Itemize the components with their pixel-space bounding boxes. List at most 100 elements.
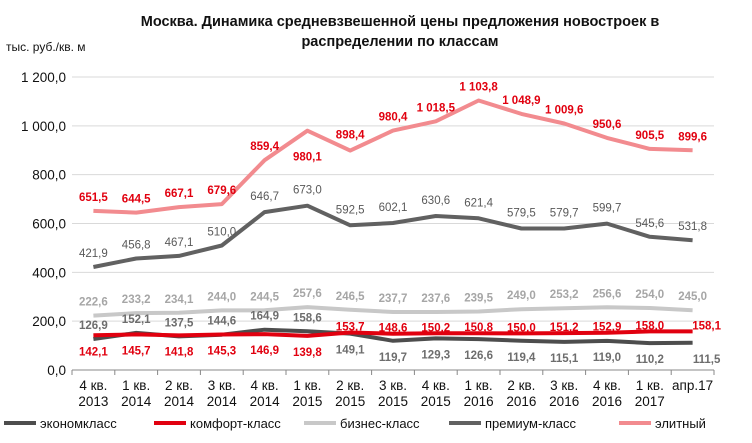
data-label: 144,6 <box>207 316 236 328</box>
x-tick-label: 1 кв. <box>465 378 493 393</box>
data-label: 150,8 <box>464 322 493 334</box>
data-label: 630,6 <box>421 195 450 207</box>
x-tick-label-year: 2016 <box>549 394 579 409</box>
x-tick-label: 4 кв. <box>422 378 450 393</box>
data-label: 667,1 <box>165 188 194 200</box>
y-tick-label: 600,0 <box>32 217 66 232</box>
legend-label: премиум-класс <box>485 416 576 431</box>
data-label: 644,5 <box>122 194 151 206</box>
data-label: 151,2 <box>550 322 579 334</box>
x-tick-label: 1 кв. <box>293 378 321 393</box>
x-tick-label-year: 2014 <box>250 394 281 409</box>
data-label: 244,0 <box>207 291 236 303</box>
data-label: 222,6 <box>79 297 108 309</box>
x-tick-label: 1 кв. <box>122 378 150 393</box>
chart-title: Москва. Динамика средневзвешенной цены п… <box>140 14 660 50</box>
data-label: 164,9 <box>250 311 279 323</box>
data-label: 510,0 <box>207 226 236 238</box>
data-label: 239,5 <box>464 293 493 305</box>
data-label: 129,3 <box>421 349 450 361</box>
data-label: 456,8 <box>122 239 151 251</box>
x-tick-label: апр.17 <box>672 378 713 393</box>
data-label: 579,5 <box>507 208 536 220</box>
data-label: 1 048,9 <box>502 95 540 107</box>
y-tick-label: 800,0 <box>32 168 66 183</box>
x-tick-label-year: 2015 <box>378 394 408 409</box>
data-label: 115,1 <box>550 353 579 365</box>
legend-label: элитный <box>655 416 706 431</box>
data-label: 245,0 <box>678 291 707 303</box>
data-label: 237,6 <box>421 293 450 305</box>
data-label: 111,5 <box>693 354 721 366</box>
data-label: 233,2 <box>122 294 151 306</box>
data-label: 592,5 <box>336 204 365 216</box>
series-line-1 <box>93 329 693 338</box>
data-label: 126,9 <box>79 320 108 332</box>
data-label: 253,2 <box>550 289 579 301</box>
x-tick-label-year: 2015 <box>292 394 322 409</box>
data-label: 158,6 <box>293 312 322 324</box>
data-label: 579,7 <box>550 207 579 219</box>
y-tick-label: 1 000,0 <box>21 119 66 134</box>
data-label: 599,7 <box>593 203 622 215</box>
data-label: 119,0 <box>593 352 621 364</box>
data-label: 621,4 <box>464 197 493 209</box>
x-tick-label-year: 2015 <box>335 394 365 409</box>
data-label: 145,7 <box>122 345 151 357</box>
data-label: 148,6 <box>379 323 408 335</box>
legend-label: бизнес-класс <box>340 416 420 431</box>
data-label: 531,8 <box>678 221 707 233</box>
x-tick-label-year: 2014 <box>121 394 152 409</box>
legend-label: экономкласс <box>40 416 117 431</box>
data-label: 673,0 <box>293 185 322 197</box>
x-tick-label-year: 2014 <box>164 394 195 409</box>
data-label: 1 009,6 <box>545 104 583 116</box>
data-label: 1 018,5 <box>417 102 456 114</box>
x-tick-label: 4 кв. <box>79 378 107 393</box>
x-tick-label: 3 кв. <box>208 378 236 393</box>
data-label: 119,7 <box>379 352 407 364</box>
data-label: 980,4 <box>379 112 408 124</box>
y-tick-label: 0,0 <box>47 363 66 378</box>
data-label: 980,1 <box>293 152 322 164</box>
data-label: 119,4 <box>507 352 536 364</box>
data-label: 905,5 <box>635 130 664 142</box>
data-label: 158,1 <box>692 320 721 332</box>
data-label: 137,5 <box>165 317 194 329</box>
data-label: 152,9 <box>593 322 622 334</box>
x-tick-label-year: 2016 <box>592 394 622 409</box>
x-tick-label-year: 2017 <box>635 394 665 409</box>
data-label: 646,7 <box>250 191 279 203</box>
data-label: 899,6 <box>678 131 707 143</box>
data-label: 110,2 <box>636 354 664 366</box>
x-tick-label: 4 кв. <box>251 378 279 393</box>
data-label: 149,1 <box>336 345 365 357</box>
y-tick-label: 400,0 <box>32 265 66 280</box>
x-tick-label: 1 кв. <box>636 378 664 393</box>
data-label: 152,1 <box>122 314 151 326</box>
x-tick-label-year: 2016 <box>506 394 536 409</box>
x-tick-label-year: 2014 <box>207 394 238 409</box>
data-label: 150,2 <box>421 322 450 334</box>
x-tick-label-year: 2013 <box>78 394 108 409</box>
y-tick-label: 1 200,0 <box>21 70 66 85</box>
x-tick-label: 3 кв. <box>379 378 407 393</box>
data-label: 1 103,8 <box>459 81 498 93</box>
data-label: 257,6 <box>293 288 322 300</box>
data-label: 237,7 <box>379 293 408 305</box>
data-label: 126,6 <box>464 350 493 362</box>
data-label: 545,6 <box>635 218 664 230</box>
data-label: 141,8 <box>165 346 194 358</box>
data-label: 421,9 <box>79 248 108 260</box>
data-label: 950,6 <box>593 119 622 131</box>
data-label: 145,3 <box>207 346 236 358</box>
data-label: 249,0 <box>507 290 536 302</box>
data-label: 467,1 <box>165 237 194 249</box>
data-label: 254,0 <box>635 289 664 301</box>
data-label: 246,5 <box>336 291 365 303</box>
data-label: 153,7 <box>336 321 365 333</box>
x-tick-label: 2 кв. <box>336 378 364 393</box>
data-label: 859,4 <box>250 141 279 153</box>
x-tick-label-year: 2016 <box>464 394 494 409</box>
